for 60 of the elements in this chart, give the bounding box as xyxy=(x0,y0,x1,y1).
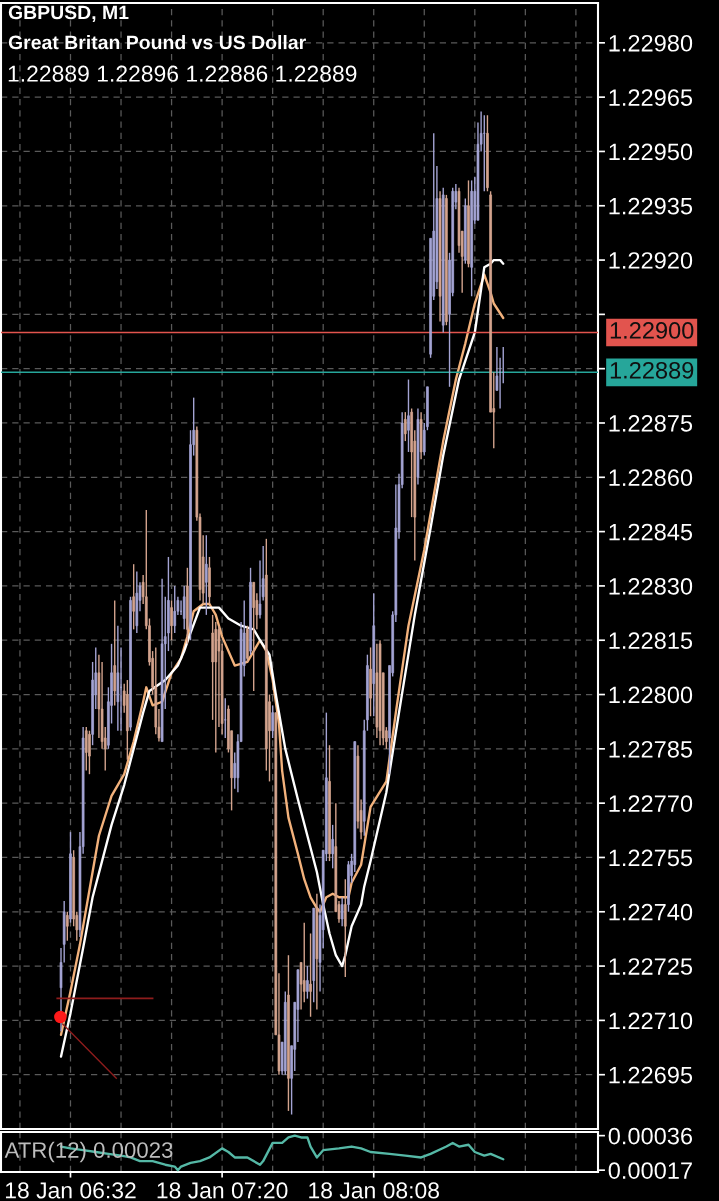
candlestick xyxy=(211,614,214,721)
candlestick xyxy=(69,831,72,924)
y-tick-label: 1.22845 xyxy=(609,523,693,541)
candlestick xyxy=(88,730,91,775)
y-tick-label: 1.22950 xyxy=(609,143,693,161)
candlestick xyxy=(407,378,410,453)
candlestick xyxy=(129,596,132,732)
x-tick-label: 18 Jan 06:32 xyxy=(5,1182,136,1199)
candlestick xyxy=(84,726,88,772)
candlestick xyxy=(182,585,186,631)
text: Great Britan Pound vs US Dollar xyxy=(8,35,306,50)
x-tick-label: 18 Jan 07:20 xyxy=(157,1182,288,1199)
y-tick-label: 1.22710 xyxy=(609,1012,693,1030)
candlestick xyxy=(249,567,252,656)
y-tick-label: 1.22785 xyxy=(609,740,693,758)
candlestick xyxy=(223,697,227,739)
candlestick xyxy=(309,932,312,1018)
ref-line-label: 1.22900 xyxy=(610,322,694,339)
y-tick-label: 1.22695 xyxy=(609,1066,693,1084)
candlestick xyxy=(486,114,489,192)
candlestick xyxy=(340,896,344,927)
y-tick-label: 0.00017 xyxy=(608,1162,692,1179)
chart-title: GBPUSD, M1 xyxy=(8,5,129,23)
x-tick-label: 18 Jan 08:08 xyxy=(309,1182,439,1199)
chart-title: ATR(12) 0.00023 xyxy=(4,1141,173,1163)
candlestick xyxy=(173,585,177,634)
candlestick xyxy=(132,563,135,631)
candlestick xyxy=(287,954,290,1112)
y-tick-label: 1.22860 xyxy=(609,469,693,487)
y-tick-label: 1.22815 xyxy=(609,632,693,650)
y-tick-label: 1.22920 xyxy=(609,252,693,269)
candlestick xyxy=(369,646,372,717)
candlestick xyxy=(470,179,473,297)
candlestick xyxy=(271,704,274,739)
ref-line-label: 1.22889 xyxy=(610,361,694,379)
candlestick xyxy=(66,911,69,942)
candlestick xyxy=(306,965,309,1000)
y-tick-label: 1.22755 xyxy=(609,849,693,867)
candlestick xyxy=(445,194,448,326)
y-tick-label: 1.22875 xyxy=(609,415,693,432)
candlestick xyxy=(328,744,331,862)
y-tick-label: 1.22965 xyxy=(609,89,693,106)
candlestick xyxy=(170,599,173,641)
candlestick xyxy=(186,567,189,645)
y-tick-label: 0.00036 xyxy=(608,1127,693,1145)
y-tick-label: 1.22740 xyxy=(609,903,693,921)
candlestick xyxy=(467,179,470,268)
candlestick xyxy=(126,679,129,761)
y-tick-label: 1.22935 xyxy=(609,197,693,215)
candlestick xyxy=(208,556,211,605)
y-tick-label: 1.22770 xyxy=(609,795,693,812)
candlestick xyxy=(246,625,249,663)
y-tick-label: 1.22800 xyxy=(609,686,693,704)
candlestick xyxy=(403,411,407,442)
y-tick-label: 1.22725 xyxy=(609,958,693,975)
y-tick-label: 1.22980 xyxy=(609,34,693,52)
candlestick xyxy=(331,824,334,870)
candlestick xyxy=(464,197,467,265)
y-tick-label: 1.22830 xyxy=(609,577,693,595)
annotation: 1.22889 1.22896 1.22886 1.22889 xyxy=(8,65,357,82)
